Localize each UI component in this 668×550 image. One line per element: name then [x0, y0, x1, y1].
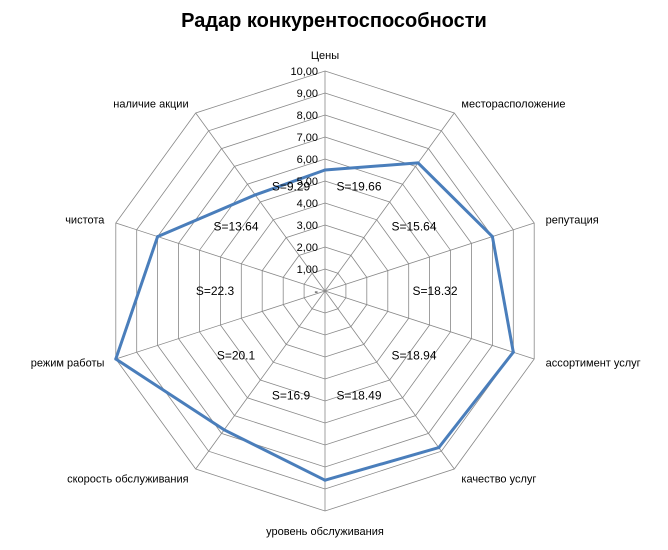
- axis-spoke: [324, 222, 535, 292]
- axis-spoke: [324, 112, 455, 292]
- data-point: [156, 235, 160, 239]
- data-point: [253, 193, 257, 197]
- area-label: S=18.49: [336, 389, 381, 403]
- chart-title: Радар конкурентоспособности: [181, 10, 487, 32]
- axis-label: качество услуг: [461, 474, 536, 486]
- axis-label: Цены: [311, 50, 339, 62]
- tick-label: 1,00: [297, 264, 318, 276]
- data-point: [511, 350, 515, 354]
- area-label: S=9.29: [272, 179, 311, 193]
- tick-label: 9,00: [297, 88, 318, 100]
- tick-label: 10,00: [290, 66, 318, 78]
- radar-ticks: - 1,00 2,00 3,00 4,00 5,00 6,00 7,00 8,00 9,00 10,…: [290, 66, 318, 298]
- axis-label: уровень обслуживания: [266, 526, 384, 538]
- axis-label: режим работы: [31, 358, 105, 370]
- data-point: [323, 168, 327, 172]
- area-label: S=20.1: [217, 349, 256, 363]
- tick-label: 8,00: [297, 110, 318, 122]
- area-label: S=15.64: [391, 219, 436, 233]
- axis-label: наличие акции: [113, 98, 188, 110]
- tick-label: 5,00: [297, 176, 318, 188]
- area-label: S=18.32: [412, 284, 457, 298]
- axis-spoke: [195, 112, 326, 292]
- data-point: [416, 161, 420, 165]
- data-point: [437, 446, 441, 450]
- tick-label: 3,00: [297, 220, 318, 232]
- radar-series: [114, 161, 515, 482]
- tick-label: -: [314, 286, 318, 298]
- tick-label: 7,00: [297, 132, 318, 144]
- axis-label: ассортимент услуг: [546, 358, 641, 370]
- radar-axis-labels: Цены месторасположение репутация ассортимен…: [31, 50, 641, 538]
- axis-spoke: [195, 290, 326, 470]
- data-point: [323, 478, 327, 482]
- area-label: S=18.94: [391, 349, 436, 363]
- axis-label: месторасположение: [461, 98, 565, 110]
- tick-label: 6,00: [297, 154, 318, 166]
- radar-spokes: [115, 71, 535, 511]
- data-point: [114, 357, 118, 361]
- axis-spoke: [115, 222, 326, 292]
- radar-area-labels: S=19.66 S=15.64 S=18.32 S=18.94 S=18.49 S=16.…: [196, 179, 458, 402]
- axis-label: чистота: [65, 214, 105, 226]
- axis-label: скорость обслуживания: [67, 474, 189, 486]
- axis-label: репутация: [546, 214, 599, 226]
- data-point: [222, 428, 226, 432]
- series-line: [114, 161, 515, 482]
- tick-label: 4,00: [297, 198, 318, 210]
- axis-spoke: [324, 290, 455, 470]
- area-label: S=16.9: [272, 389, 311, 403]
- data-point: [490, 235, 494, 239]
- area-label: S=22.3: [196, 284, 235, 298]
- axis-spoke: [324, 290, 535, 360]
- area-label: S=19.66: [336, 179, 381, 193]
- tick-label: 2,00: [297, 242, 318, 254]
- area-label: S=13.64: [213, 219, 258, 233]
- axis-spoke: [115, 290, 326, 360]
